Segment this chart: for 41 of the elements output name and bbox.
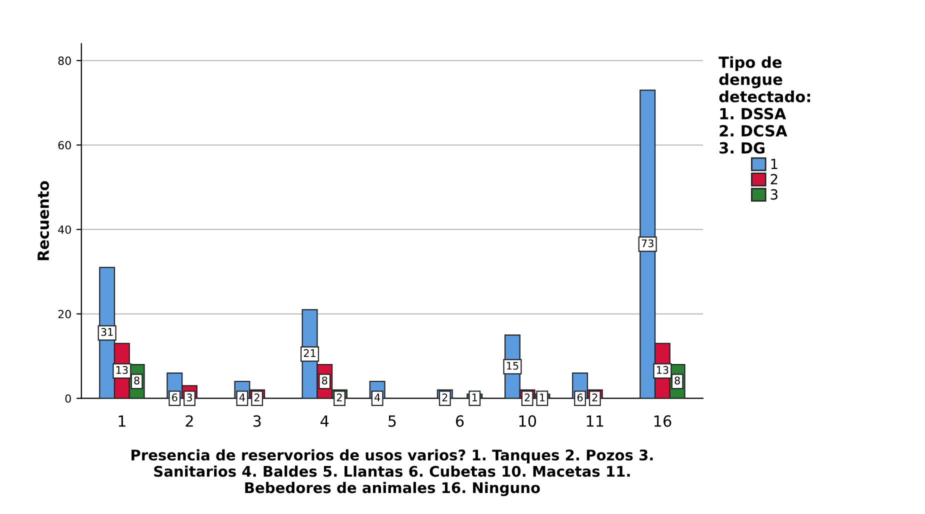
data-label: 2 xyxy=(442,393,448,402)
data-label: 4 xyxy=(374,394,380,402)
x-axis-title: Presencia de reservorios de usos varios? 1. Tanques 2. Pozos 3. Sanitarios 4. Baldes 5. Llantas 6. Cubetas 10. Macetas 11. Bebedores de animales 16. Ninguno xyxy=(132,449,653,496)
legend-label: 2 xyxy=(770,174,778,184)
y-tick-label: 20 xyxy=(58,310,71,318)
data-label: 13 xyxy=(656,366,668,374)
data-label: 6 xyxy=(577,393,583,402)
data-label: 2 xyxy=(592,393,598,402)
data-label: 73 xyxy=(642,239,654,248)
y-tick-label: 80 xyxy=(58,56,71,65)
y-tick-label: 40 xyxy=(58,225,71,234)
data-label: 3 xyxy=(186,393,192,402)
data-label: 21 xyxy=(304,349,316,357)
x-tick-label: 6 xyxy=(456,415,464,427)
data-label: 13 xyxy=(116,366,128,374)
x-tick-label: 4 xyxy=(320,415,329,427)
data-label: 8 xyxy=(322,376,328,384)
data-label: 8 xyxy=(134,376,140,384)
data-label: 1 xyxy=(540,394,545,402)
y-tick-label: 0 xyxy=(65,394,71,403)
x-tick-label: 10 xyxy=(519,415,536,427)
legend-label: 1 xyxy=(771,158,778,169)
x-tick-label: 3 xyxy=(253,415,261,427)
legend-label: 3 xyxy=(770,189,778,200)
x-tick-label: 11 xyxy=(586,415,604,427)
x-tick-label: 16 xyxy=(654,415,672,427)
data-label: 31 xyxy=(101,328,113,336)
data-label: 15 xyxy=(506,362,518,370)
data-label: 8 xyxy=(674,376,680,384)
data-label: 6 xyxy=(172,393,178,402)
data-label: 1 xyxy=(472,394,477,402)
x-tick-label: 2 xyxy=(186,415,193,427)
data-label: 2 xyxy=(254,393,260,402)
data-label: 2 xyxy=(524,393,530,402)
x-tick-label: 1 xyxy=(118,415,126,427)
legend-title: Tipo de dengue detectado: 1. DSSA 2. DCSA 3. DG xyxy=(718,56,810,154)
x-tick-label: 5 xyxy=(388,415,396,427)
data-label: 2 xyxy=(336,393,342,402)
data-label: 4 xyxy=(239,394,245,402)
y-axis-title: Recuento xyxy=(38,181,50,260)
y-tick-label: 60 xyxy=(58,140,71,150)
